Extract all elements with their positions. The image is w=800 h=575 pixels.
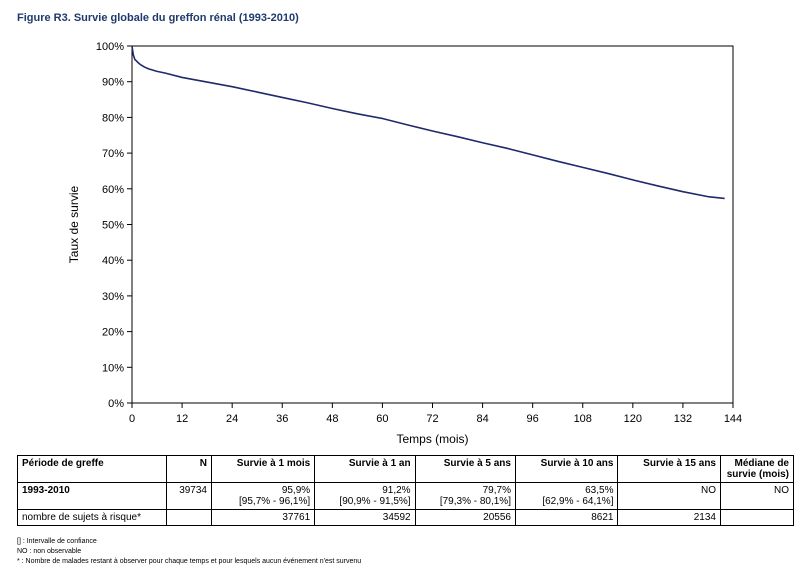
x-tick-label: 36 [276, 413, 288, 425]
footnotes: [] : Intervalle de confiance NO : non ob… [17, 537, 361, 567]
y-axis-label: Taux de survie [67, 185, 81, 263]
x-tick-label: 84 [476, 413, 488, 425]
header-1-year: Survie à 1 an [314, 455, 416, 483]
value: 79,7% [482, 485, 511, 496]
x-tick-label: 120 [624, 413, 642, 425]
y-tick-label: 40% [102, 255, 124, 267]
row-at-risk-label: nombre de sujets à risque* [17, 509, 167, 526]
header-period: Période de greffe [17, 455, 167, 483]
confidence-interval: [90,9% - 91,5%] [339, 496, 411, 507]
cell-5-years: 79,7% [79,3% - 80,1%] [414, 482, 516, 510]
row-n [166, 509, 212, 526]
header-n: N [166, 455, 212, 483]
cell-15-years: NO [617, 482, 721, 510]
footnote: NO : non observable [17, 548, 82, 555]
cell-1-month: 95,9% [95,7% - 96,1%] [210, 482, 316, 510]
x-tick-label: 132 [674, 413, 692, 425]
row-period: 1993-2010 [17, 482, 167, 510]
figure-title: Figure R3. Survie globale du greffon rén… [17, 12, 299, 24]
x-tick-label: 48 [326, 413, 338, 425]
at-risk-15-years: 2134 [617, 509, 721, 526]
confidence-interval: [79,3% - 80,1%] [439, 496, 511, 507]
survival-chart: 0 12 24 36 48 60 72 84 96 108 120 132 144 0% 10% 20% 30%… [67, 41, 742, 446]
x-tick-label: 24 [226, 413, 238, 425]
table-header-row: Période de greffe N Survie à 1 mois Surv… [17, 455, 794, 483]
y-tick-label: 70% [102, 148, 124, 160]
at-risk-5-years: 20556 [414, 509, 516, 526]
table-row: nombre de sujets à risque* 37761 34592 2… [17, 509, 794, 526]
x-tick-label: 72 [426, 413, 438, 425]
plot-frame [131, 45, 734, 404]
x-axis-label: Temps (mois) [396, 432, 468, 446]
header-5-years: Survie à 5 ans [414, 455, 516, 483]
confidence-interval: [95,7% - 96,1%] [239, 496, 311, 507]
cell-median: NO [720, 482, 794, 510]
at-risk-1-month: 37761 [210, 509, 316, 526]
footnote: * : Nombre de malades restant à observer… [17, 558, 362, 565]
x-tick-label: 108 [574, 413, 592, 425]
footnote: [] : Intervalle de confiance [17, 538, 97, 545]
value: 95,9% [281, 485, 311, 496]
cell-10-years: 63,5% [62,9% - 64,1%] [514, 482, 619, 510]
x-tick-label: 12 [176, 413, 188, 425]
survival-table: Période de greffe N Survie à 1 mois Surv… [17, 455, 794, 526]
x-tick-label: 96 [527, 413, 539, 425]
at-risk-10-years: 8621 [514, 509, 619, 526]
value: 63,5% [585, 485, 614, 496]
at-risk-median [720, 509, 794, 526]
y-tick-label: 10% [102, 362, 124, 374]
header-1-month: Survie à 1 mois [210, 455, 316, 483]
ticks: 0 12 24 36 48 60 72 84 96 108 120 132 144 0% 10% 20% 30%… [96, 41, 742, 425]
header-10-years: Survie à 10 ans [514, 455, 619, 483]
at-risk-1-year: 34592 [314, 509, 416, 526]
x-tick-label: 0 [129, 413, 135, 425]
header-median: Médiane de survie (mois) [720, 455, 794, 483]
value: 91,2% [382, 485, 411, 496]
y-tick-label: 90% [102, 77, 124, 89]
table-row: 1993-2010 39734 95,9% [95,7% - 96,1%] 91,… [17, 482, 794, 510]
x-tick-label: 144 [724, 413, 742, 425]
cell-1-year: 91,2% [90,9% - 91,5%] [314, 482, 416, 510]
axes [131, 45, 734, 404]
y-tick-label: 20% [102, 327, 124, 339]
header-15-years: Survie à 15 ans [617, 455, 721, 483]
y-tick-label: 80% [102, 112, 124, 124]
y-tick-label: 30% [102, 291, 124, 303]
y-tick-label: 50% [102, 220, 124, 232]
x-tick-label: 60 [376, 413, 388, 425]
row-n: 39734 [166, 482, 212, 510]
survival-curve [131, 45, 725, 200]
series [131, 45, 725, 200]
y-tick-label: 60% [102, 184, 124, 196]
confidence-interval: [62,9% - 64,1%] [542, 496, 614, 507]
y-tick-label: 0% [108, 398, 124, 410]
y-tick-label: 100% [96, 41, 124, 53]
